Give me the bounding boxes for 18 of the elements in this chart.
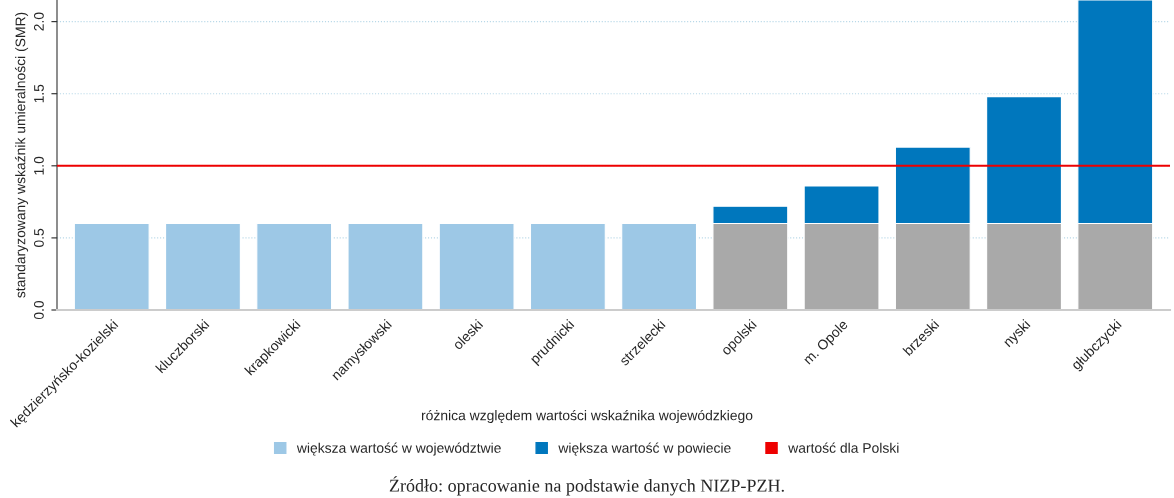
- legend-label: większa wartość w powiecie: [558, 442, 731, 456]
- bar: [438, 222, 515, 310]
- y-tick-label: 0.5: [34, 228, 44, 248]
- y-tick-label: 1.5: [34, 84, 44, 103]
- legend-label: większa wartość w województwie: [296, 442, 501, 456]
- legend-title: różnica względem wartości wskaźnika wojewódzkiego: [421, 409, 753, 424]
- bar: [529, 222, 606, 310]
- y-axis-title: standaryzowany wskaźnik umieralności (SMR): [14, 12, 29, 298]
- bar: [73, 222, 150, 310]
- bar: [621, 222, 698, 310]
- bar: [347, 222, 424, 310]
- bar: [165, 222, 241, 310]
- y-tick-label: 1.0: [34, 156, 44, 175]
- y-tick-label: 2.0: [34, 12, 44, 31]
- bar: [256, 222, 333, 310]
- y-tick-label: 0.0: [34, 300, 44, 320]
- legend-label: wartość dla Polski: [788, 442, 899, 453]
- text: Źródło: opracowanie na podstawie danych NIZP-PZH.: [389, 476, 784, 496]
